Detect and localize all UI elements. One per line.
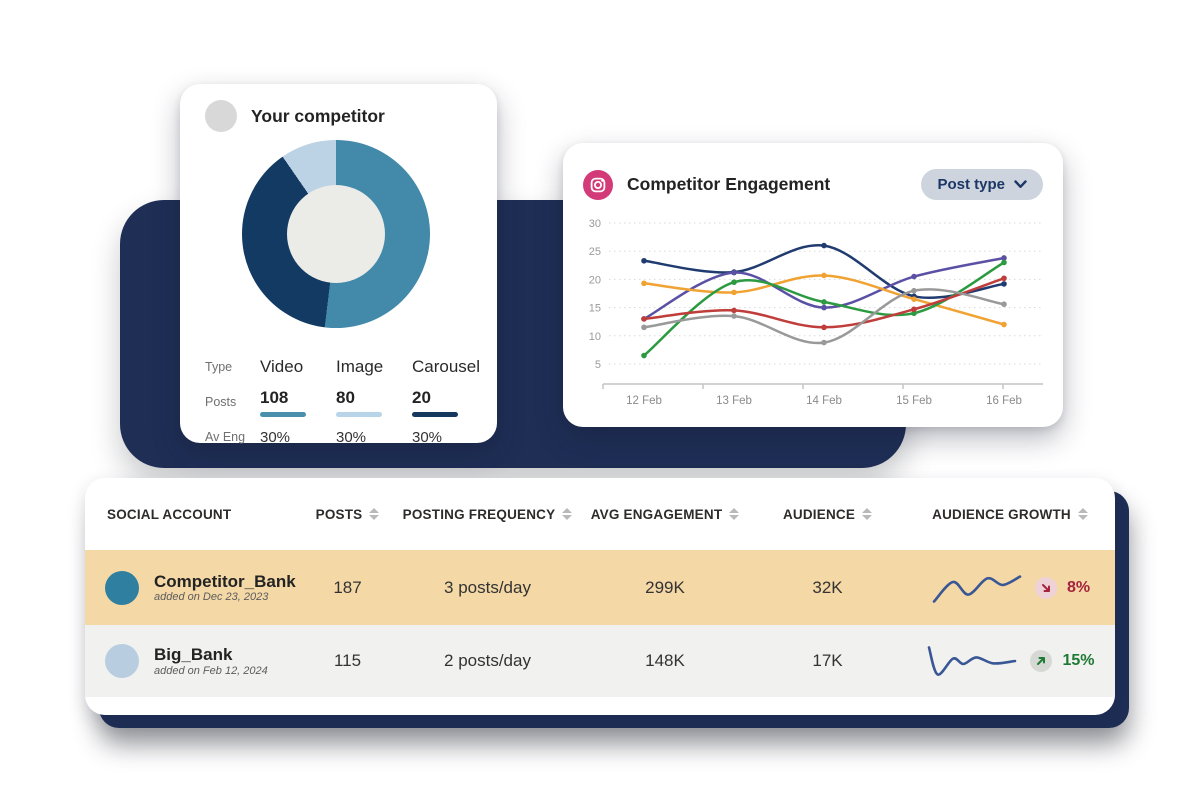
- account-added-date: added on Feb 12, 2024: [154, 664, 268, 677]
- svg-text:12 Feb: 12 Feb: [626, 395, 662, 407]
- legend-color-bar: [260, 411, 306, 417]
- engagement-line-chart: 30 25 20 15 10 5 12 Feb 13 Feb 14 Feb 15 Feb 16 Fe…: [589, 218, 1043, 407]
- account-avatar: [105, 644, 139, 678]
- posts-cell: 187: [333, 577, 362, 597]
- engagement-card-header: Competitor Engagement Post type: [583, 169, 1043, 200]
- legend-type-carousel: Carousel: [412, 357, 481, 376]
- sort-icon[interactable]: [1077, 508, 1088, 520]
- sort-icon[interactable]: [562, 508, 573, 520]
- posts-cell: 115: [333, 651, 362, 670]
- instagram-icon: [583, 169, 613, 200]
- post-type-donut-chart: [242, 140, 430, 328]
- legend-type-video: Video: [260, 357, 304, 376]
- svg-text:15 Feb: 15 Feb: [896, 395, 932, 407]
- legend-color-bar: [412, 411, 458, 417]
- legend-row-label: Type: [205, 360, 233, 374]
- svg-text:15: 15: [589, 303, 601, 315]
- account-cell: Competitor_Bank added on Dec 23, 2023: [85, 570, 300, 605]
- competitor-table-section: SOCIAL ACCOUNT POSTS POSTING FREQUENCY AVG …: [85, 478, 1129, 728]
- avg-engagement-cell: 148K: [645, 651, 685, 670]
- legend-posts-image: 80: [336, 382, 412, 422]
- svg-text:30: 30: [589, 218, 601, 230]
- audience-growth-cell: 15%: [905, 640, 1115, 682]
- growth-sparkline: [928, 646, 1017, 676]
- account-name: Competitor_Bank: [154, 571, 296, 591]
- legend-row-label: Av Eng: [205, 430, 246, 444]
- column-header-audience[interactable]: AUDIENCE: [750, 507, 905, 522]
- column-header-posts[interactable]: POSTS: [300, 507, 395, 522]
- legend-color-bar: [336, 411, 382, 417]
- column-header-audience-growth[interactable]: AUDIENCE GROWTH: [905, 507, 1115, 522]
- account-name: Big_Bank: [154, 645, 233, 665]
- table-row-competitor_bank[interactable]: Competitor_Bank added on Dec 23, 2023 187 3…: [85, 550, 1115, 625]
- audience-cell: 32K: [812, 577, 843, 597]
- svg-text:16 Feb: 16 Feb: [986, 395, 1022, 407]
- legend-type-image: Image: [336, 357, 384, 376]
- legend-posts-carousel: 20: [412, 382, 502, 422]
- posting-frequency-cell: 3 posts/day: [444, 577, 531, 597]
- column-header-posting-frequency[interactable]: POSTING FREQUENCY: [395, 507, 580, 522]
- column-header-social-account: SOCIAL ACCOUNT: [107, 506, 232, 522]
- growth-sparkline: [932, 574, 1022, 603]
- growth-arrow-up-icon: [1030, 650, 1053, 672]
- legend-avgeng-image: 30%: [336, 428, 367, 446]
- audience-cell: 17K: [812, 651, 843, 670]
- engagement-card-title: Competitor Engagement: [627, 174, 831, 194]
- table-header-row: SOCIAL ACCOUNT POSTS POSTING FREQUENCY AVG …: [85, 478, 1115, 550]
- account-added-date: added on Dec 23, 2023: [154, 591, 269, 604]
- post-type-filter-label: Post type: [937, 176, 1005, 193]
- growth-percentage: 8%: [1066, 578, 1091, 596]
- svg-text:13 Feb: 13 Feb: [716, 395, 752, 407]
- competitor-comparison-table: SOCIAL ACCOUNT POSTS POSTING FREQUENCY AVG …: [85, 478, 1115, 715]
- account-avatar: [105, 570, 139, 605]
- svg-text:25: 25: [589, 246, 601, 258]
- svg-text:14 Feb: 14 Feb: [806, 395, 842, 407]
- competitor-card-header: Your competitor: [205, 100, 385, 132]
- table-body: Competitor_Bank added on Dec 23, 2023 187 3…: [85, 550, 1115, 697]
- column-header-avg-engagement[interactable]: AVG ENGAGEMENT: [580, 507, 750, 522]
- competitor-engagement-card: Competitor Engagement Post type 30 25 20 15…: [563, 143, 1063, 427]
- svg-text:10: 10: [589, 331, 601, 343]
- competitor-avatar: [205, 100, 237, 132]
- audience-growth-cell: 8%: [905, 567, 1115, 609]
- avg-engagement-cell: 299K: [645, 577, 685, 597]
- legend-avgeng-video: 30%: [260, 428, 291, 446]
- chevron-down-icon: [1014, 180, 1027, 188]
- growth-arrow-down-icon: [1034, 576, 1057, 599]
- growth-percentage: 15%: [1062, 652, 1095, 669]
- table-row-big_bank[interactable]: Big_Bank added on Feb 12, 2024 115 2 posts/…: [85, 625, 1115, 697]
- legend-posts-video: 108: [260, 382, 336, 422]
- sort-icon[interactable]: [369, 508, 380, 520]
- post-type-legend: Type Video Image Carousel Posts 108 80 20 Av Eng…: [205, 354, 502, 450]
- account-text: Big_Bank added on Feb 12, 2024: [154, 645, 268, 677]
- svg-text:20: 20: [589, 274, 601, 286]
- legend-avgeng-carousel: 30%: [412, 428, 443, 446]
- post-type-filter-button[interactable]: Post type: [921, 169, 1043, 200]
- posting-frequency-cell: 2 posts/day: [444, 651, 531, 670]
- competitor-post-type-card: Your competitor Type Video Image Carousel Po…: [180, 84, 497, 446]
- account-cell: Big_Bank added on Feb 12, 2024: [85, 644, 300, 678]
- legend-row-label: Posts: [205, 395, 237, 409]
- sort-icon[interactable]: [729, 508, 740, 520]
- account-text: Competitor_Bank added on Dec 23, 2023: [154, 572, 296, 604]
- competitor-card-title: Your competitor: [251, 105, 385, 126]
- svg-text:5: 5: [595, 359, 601, 371]
- sort-icon[interactable]: [862, 508, 873, 520]
